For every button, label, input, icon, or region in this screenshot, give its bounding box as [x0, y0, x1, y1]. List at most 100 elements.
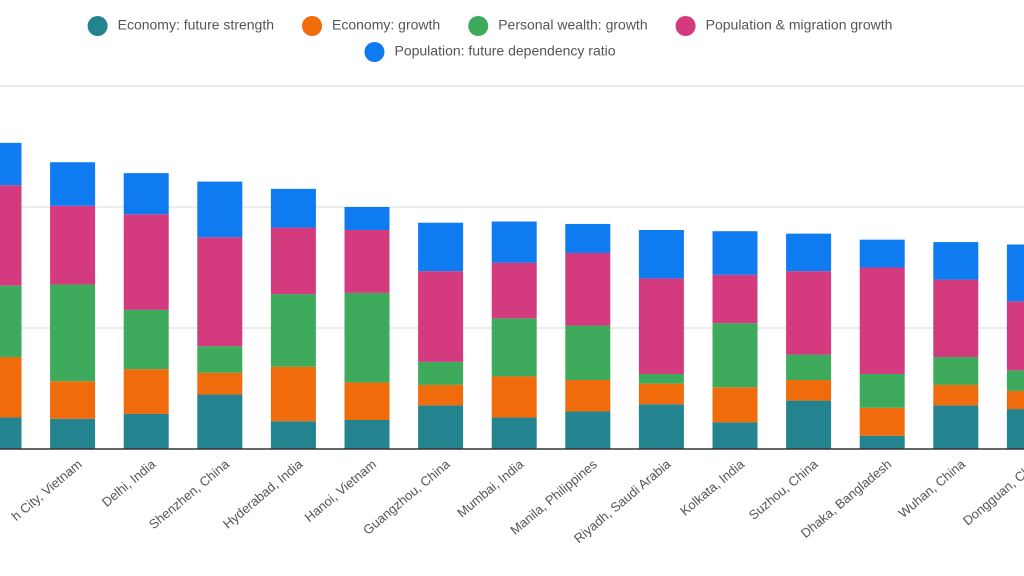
bar-segment — [270, 366, 316, 422]
legend-swatch — [364, 42, 385, 62]
bar-segment — [0, 142, 22, 186]
bar-segment — [197, 394, 243, 449]
bar-segment — [786, 400, 832, 449]
legend-swatch — [675, 16, 696, 36]
bar-segment — [1006, 390, 1024, 410]
bar-segment — [50, 381, 96, 419]
bar-segment — [712, 231, 758, 275]
bar-segment — [418, 384, 464, 406]
legend-label: Economy: future strength — [118, 17, 274, 33]
bar-segment — [270, 227, 316, 295]
legend-item: Economy: future strength — [87, 16, 274, 36]
legend-item: Economy: growth — [302, 16, 440, 36]
bar-segment — [491, 376, 537, 418]
bar-segment — [565, 252, 611, 326]
bar-segment — [933, 357, 979, 385]
bar-segment — [638, 229, 684, 279]
bar-segment — [859, 267, 905, 374]
bar-segment — [344, 229, 390, 293]
bar-segment — [50, 162, 96, 206]
legend-item: Population & migration growth — [675, 16, 893, 36]
bar-segment — [933, 384, 979, 406]
legend-label: Population & migration growth — [706, 17, 893, 33]
bar-segment — [712, 274, 758, 324]
legend-label: Personal wealth: growth — [498, 17, 647, 33]
bar-segment — [123, 309, 169, 370]
bar-segment — [197, 237, 243, 347]
bar-segment — [418, 405, 464, 449]
bar-segment — [418, 271, 464, 362]
bar-segment — [933, 279, 979, 358]
bar-segment — [0, 185, 22, 286]
bar-segment — [1006, 244, 1024, 302]
bar-segment — [344, 292, 390, 383]
bar-segment — [859, 407, 905, 436]
legend-swatch — [468, 16, 489, 36]
bar-segment — [712, 387, 758, 423]
x-tick-label: Mumbai, India — [454, 456, 527, 520]
bar-segment — [565, 411, 611, 449]
bar-segment — [786, 271, 832, 355]
bar-segment — [786, 233, 832, 272]
bar-segment — [344, 207, 390, 230]
bar-segment — [50, 205, 96, 285]
x-tick-label: Wuhan, China — [895, 456, 968, 521]
bar-segment — [1006, 409, 1024, 449]
x-tick-label: Dongguan, Chin — [960, 456, 1024, 528]
bar-segment — [123, 369, 169, 414]
x-tick-label: Hanoi, Vietnam — [302, 456, 380, 524]
bar-segment — [270, 421, 316, 449]
bar-segment — [638, 278, 684, 374]
bar-segment — [123, 214, 169, 310]
bar-segment — [197, 372, 243, 395]
bar-segment — [344, 419, 390, 449]
legend-swatch — [87, 16, 108, 36]
bar-segment — [859, 435, 905, 449]
bar-segment — [418, 222, 464, 272]
bar-segment — [1006, 301, 1024, 371]
x-tick-label: h City, Vietnam — [8, 456, 84, 523]
x-tick-label: Suzhou, China — [746, 456, 822, 523]
bar-segment — [1006, 370, 1024, 391]
bar-segment — [270, 294, 316, 367]
legend-item: Population: future dependency ratio — [364, 42, 616, 62]
bar-segment — [786, 380, 832, 401]
bar-segment — [933, 405, 979, 449]
bar-segment — [565, 223, 611, 253]
bar-segment — [491, 318, 537, 377]
bar-segment — [50, 418, 96, 449]
bar-segment — [859, 239, 905, 268]
x-tick-label: Hyderabad, India — [220, 456, 306, 532]
bar-segment — [491, 262, 537, 319]
bar-segment — [638, 404, 684, 449]
bar-segment — [786, 354, 832, 381]
bar-segment — [638, 383, 684, 405]
bar-segment — [0, 357, 22, 418]
bar-segment — [270, 188, 316, 228]
bar-segment — [50, 284, 96, 382]
bar-segment — [933, 242, 979, 280]
legend-swatch — [302, 16, 323, 36]
legend-item: Personal wealth: growth — [468, 16, 648, 36]
bar-segment — [123, 173, 169, 215]
bar-segment — [197, 346, 243, 373]
bar-segment — [859, 373, 905, 408]
bar-segment — [123, 413, 169, 449]
bar-segment — [344, 382, 390, 420]
x-tick-label: Delhi, India — [99, 456, 159, 510]
bar-segment — [712, 422, 758, 449]
bar-segment — [491, 221, 537, 263]
bar-segment — [418, 361, 464, 385]
legend-label: Economy: growth — [332, 17, 440, 33]
legend-label: Population: future dependency ratio — [394, 43, 615, 59]
bar-segment — [0, 417, 22, 449]
bar-segment — [491, 417, 537, 449]
bar-segment — [638, 373, 684, 384]
x-tick-label: Kolkata, India — [677, 456, 748, 519]
bar-segment — [565, 325, 611, 381]
bar-segment — [565, 380, 611, 412]
bar-segment — [0, 285, 22, 358]
bar-segment — [197, 181, 243, 238]
